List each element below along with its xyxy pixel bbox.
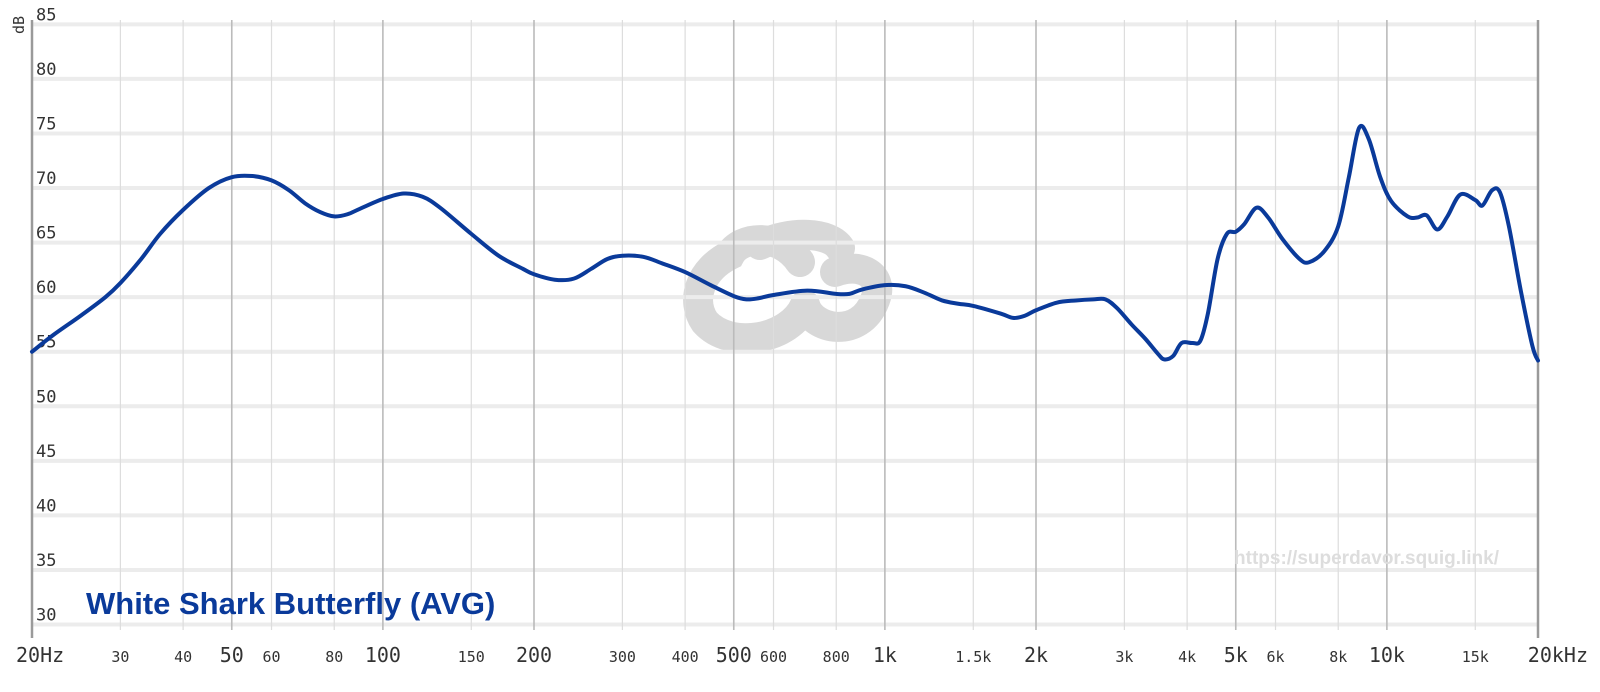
x-tick-label: 1.5k	[955, 648, 991, 666]
series-line	[30, 123, 1540, 363]
x-tick-label: 6k	[1266, 648, 1284, 666]
x-tick-label: 8k	[1329, 648, 1347, 666]
y-tick-label: 30	[36, 606, 56, 626]
series-group	[30, 123, 1540, 363]
y-tick-label: 70	[36, 169, 56, 189]
x-tick-label: 1k	[873, 643, 897, 667]
x-tick-label: 150	[458, 648, 485, 666]
x-tick-label: 40	[174, 648, 192, 666]
watermark-url: https://superdavor.squig.link/	[1234, 548, 1500, 569]
x-tick-label: 10k	[1369, 643, 1405, 667]
x-tick-label: 600	[760, 648, 787, 666]
x-tick-label: 400	[672, 648, 699, 666]
y-tick-label: 40	[36, 496, 56, 516]
x-tick-label: 20kHz	[1528, 643, 1588, 667]
x-tick-label: 15k	[1462, 648, 1489, 666]
grid-lines	[32, 20, 1538, 630]
squiglink-logo-watermark	[683, 219, 893, 354]
x-tick-label: 3k	[1115, 648, 1133, 666]
y-tick-label: 35	[36, 551, 56, 571]
y-tick-label: 80	[36, 60, 56, 80]
legend-label: White Shark Butterfly (AVG)	[86, 586, 495, 621]
x-tick-label: 300	[609, 648, 636, 666]
x-tick-label: 50	[220, 643, 244, 667]
axes	[30, 20, 1540, 638]
y-tick-label: 45	[36, 442, 56, 462]
x-tick-label: 30	[111, 648, 129, 666]
x-tick-label: 4k	[1178, 648, 1196, 666]
x-tick-label: 800	[823, 648, 850, 666]
x-tick-label: 500	[716, 643, 752, 667]
x-tick-label: 20Hz	[16, 643, 64, 667]
x-tick-label: 2k	[1024, 643, 1048, 667]
x-tick-label: 80	[325, 648, 343, 666]
y-axis-unit-label: dB	[10, 16, 28, 34]
y-tick-label: 60	[36, 278, 56, 298]
x-axis-labels: 20Hz 30 40 50 60 80 100 150 200 300 400 500 600 800 1k…	[16, 643, 1588, 667]
x-tick-label: 5k	[1224, 643, 1248, 667]
y-tick-label: 50	[36, 387, 56, 407]
x-tick-label: 200	[516, 643, 552, 667]
x-tick-label: 60	[262, 648, 280, 666]
y-tick-label: 75	[36, 114, 56, 134]
y-tick-label: 65	[36, 224, 56, 244]
x-tick-label: 100	[365, 643, 401, 667]
y-tick-label: 85	[36, 5, 56, 25]
